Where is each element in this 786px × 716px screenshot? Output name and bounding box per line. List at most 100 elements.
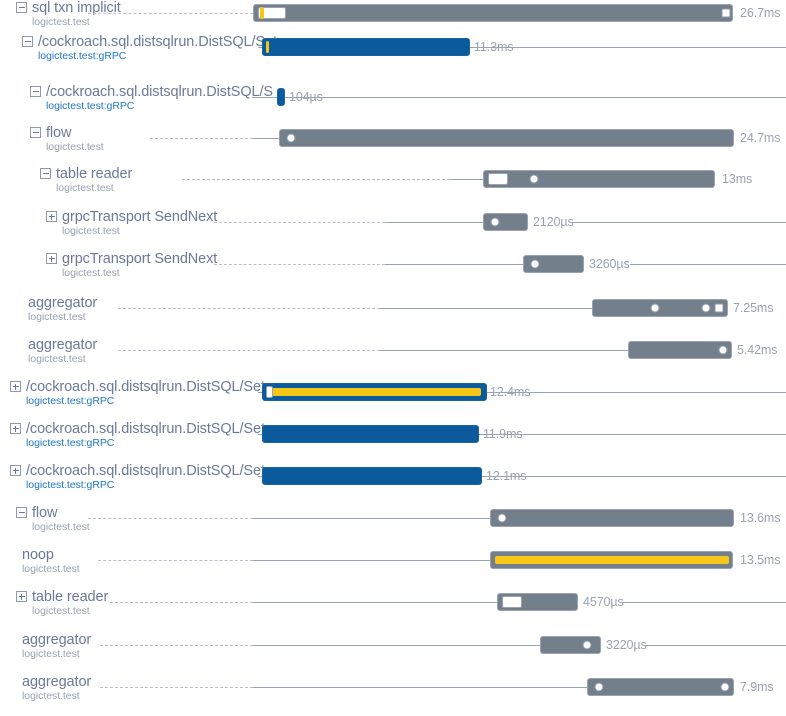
span-bar[interactable]: [279, 129, 734, 147]
span-marker-circle[interactable]: [720, 682, 730, 692]
span-bar[interactable]: [628, 341, 732, 359]
span-duration: 104µs: [289, 90, 323, 104]
expand-icon[interactable]: [16, 591, 27, 602]
span-marker-circle[interactable]: [650, 303, 660, 313]
span-service-name: logictest.test: [62, 225, 120, 237]
span-bar[interactable]: [497, 593, 578, 611]
expand-icon[interactable]: [10, 381, 21, 392]
span-marker-square[interactable]: [721, 8, 731, 18]
collapse-icon[interactable]: [16, 507, 27, 518]
span-label[interactable]: grpcTransport SendNext logictest.test: [62, 251, 217, 279]
trace-row[interactable]: /cockroach.sql.distsqlrun.DistSQL/Set log…: [0, 421, 786, 463]
trace-row[interactable]: noop logictest.test 13.5ms: [0, 547, 786, 589]
span-label[interactable]: /cockroach.sql.distsqlrun.DistSQL/Set log…: [26, 463, 265, 491]
span-bar-child-white[interactable]: [502, 596, 522, 608]
span-bar[interactable]: [540, 636, 601, 654]
span-bar-child-yellow[interactable]: [266, 41, 269, 53]
span-bar[interactable]: [262, 467, 482, 485]
span-duration: 3260µs: [589, 257, 630, 271]
span-bar[interactable]: [490, 551, 733, 569]
collapse-icon[interactable]: [16, 2, 27, 13]
expand-icon[interactable]: [46, 253, 57, 264]
trace-row[interactable]: /cockroach.sql.distsqlrun.DistSQL/Set log…: [0, 463, 786, 505]
span-bar-child-yellow[interactable]: [269, 388, 481, 396]
span-label[interactable]: grpcTransport SendNext logictest.test: [62, 209, 217, 237]
trace-row[interactable]: aggregator logictest.test 5.42ms: [0, 337, 786, 379]
trace-row[interactable]: /cockroach.sql.distsqlrun.DistSQL/Set log…: [0, 34, 786, 76]
span-bar[interactable]: [490, 509, 734, 527]
span-label[interactable]: aggregator logictest.test: [22, 674, 91, 702]
span-bar-child-white[interactable]: [258, 7, 286, 19]
connector-solid: [380, 350, 628, 351]
span-bar[interactable]: [483, 213, 528, 231]
span-label[interactable]: flow logictest.test: [46, 125, 104, 153]
span-label[interactable]: noop logictest.test: [22, 547, 80, 575]
span-label[interactable]: /cockroach.sql.distsqlrun.DistSQL/Set log…: [26, 379, 265, 407]
trace-row[interactable]: table reader logictest.test 13ms: [0, 166, 786, 208]
collapse-icon[interactable]: [30, 127, 41, 138]
trace-row[interactable]: flow logictest.test 24.7ms: [0, 125, 786, 167]
span-service-name: logictest.test: [28, 311, 86, 323]
span-marker-circle[interactable]: [530, 259, 540, 269]
span-operation-name: flow: [32, 505, 58, 521]
span-marker-circle[interactable]: [529, 174, 539, 184]
span-bar[interactable]: [483, 170, 715, 188]
span-marker-circle[interactable]: [701, 303, 711, 313]
span-duration: 13.5ms: [740, 553, 781, 567]
span-bar[interactable]: [592, 299, 728, 317]
span-label[interactable]: /cockroach.sql.distsqlrun.DistSQL/Set log…: [26, 421, 265, 449]
span-bar-child-yellow[interactable]: [495, 556, 729, 564]
span-marker-circle[interactable]: [497, 513, 507, 523]
trace-row[interactable]: grpcTransport SendNext logictest.test 3260…: [0, 251, 786, 293]
collapse-icon[interactable]: [40, 168, 51, 179]
collapse-icon[interactable]: [30, 86, 41, 97]
connector-dashed: [118, 350, 380, 351]
span-marker-circle[interactable]: [490, 217, 500, 227]
span-label[interactable]: sql txn implicit logictest.test: [32, 0, 121, 28]
span-marker-square[interactable]: [714, 303, 724, 313]
expand-icon[interactable]: [10, 423, 21, 434]
connector-dashed: [88, 13, 253, 14]
trace-row[interactable]: sql txn implicit logictest.test 26.7ms: [0, 0, 786, 42]
span-bar[interactable]: [277, 88, 285, 106]
trace-row[interactable]: grpcTransport SendNext logictest.test 2120…: [0, 209, 786, 251]
span-bar[interactable]: [262, 383, 487, 401]
trace-row[interactable]: /cockroach.sql.distsqlrun.DistSQL/S logic…: [0, 84, 786, 126]
span-bar[interactable]: [262, 425, 479, 443]
span-bar[interactable]: [523, 255, 584, 273]
connector-dashed: [100, 687, 253, 688]
span-label[interactable]: aggregator logictest.test: [28, 295, 97, 323]
trace-row[interactable]: flow logictest.test 13.6ms: [0, 505, 786, 547]
trace-row[interactable]: aggregator logictest.test 7.25ms: [0, 295, 786, 337]
connector-solid: [450, 179, 483, 180]
span-label[interactable]: table reader logictest.test: [56, 166, 132, 194]
span-label[interactable]: aggregator logictest.test: [28, 337, 97, 365]
span-label[interactable]: /cockroach.sql.distsqlrun.DistSQL/Set log…: [38, 34, 277, 62]
span-duration: 12.1ms: [486, 469, 527, 483]
collapse-icon[interactable]: [22, 36, 33, 47]
span-bar[interactable]: [262, 38, 470, 56]
span-bar-child-white[interactable]: [266, 386, 273, 398]
span-marker-circle[interactable]: [286, 133, 296, 143]
trace-row[interactable]: aggregator logictest.test 7.9ms: [0, 674, 786, 716]
connector-dashed: [118, 308, 380, 309]
connector-tail: [320, 97, 786, 98]
span-label[interactable]: flow logictest.test: [32, 505, 90, 533]
span-marker-circle[interactable]: [594, 682, 604, 692]
span-operation-name: flow: [46, 125, 72, 141]
connector-solid: [253, 602, 497, 603]
trace-row[interactable]: /cockroach.sql.distsqlrun.DistSQL/Set log…: [0, 379, 786, 421]
span-bar-child-white[interactable]: [488, 173, 508, 185]
expand-icon[interactable]: [10, 465, 21, 476]
span-label[interactable]: /cockroach.sql.distsqlrun.DistSQL/S logic…: [46, 84, 273, 112]
span-marker-circle[interactable]: [582, 640, 592, 650]
span-bar[interactable]: [587, 678, 734, 696]
expand-icon[interactable]: [46, 211, 57, 222]
span-bar[interactable]: [253, 4, 733, 22]
span-bar-child-yellow[interactable]: [260, 7, 264, 19]
span-label[interactable]: aggregator logictest.test: [22, 632, 91, 660]
span-label[interactable]: table reader logictest.test: [32, 589, 108, 617]
trace-row[interactable]: aggregator logictest.test 3220µs: [0, 632, 786, 674]
span-marker-circle[interactable]: [718, 345, 728, 355]
trace-row[interactable]: table reader logictest.test 4570µs: [0, 589, 786, 631]
